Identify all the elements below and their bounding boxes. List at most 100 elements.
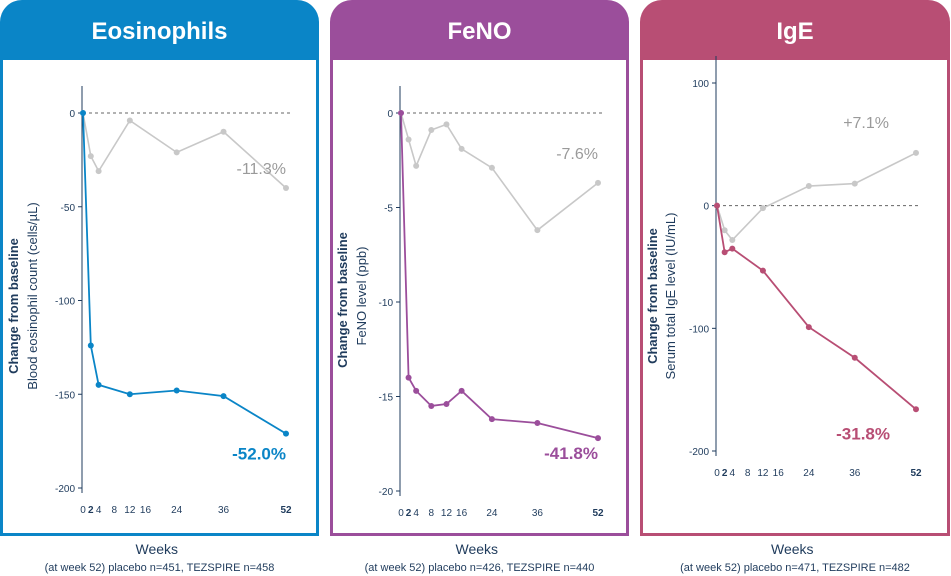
- data-point-tezspire: [805, 324, 812, 331]
- value-label-tezspire: -52.0%: [232, 445, 286, 464]
- y-tick-label: -200: [689, 447, 709, 458]
- data-point-tezspire: [458, 387, 465, 394]
- data-point-tezspire: [405, 374, 412, 381]
- data-point-tezspire: [913, 406, 919, 413]
- data-point-placebo: [595, 179, 601, 186]
- data-point-tezspire: [488, 416, 495, 423]
- data-point-placebo: [283, 185, 289, 191]
- data-point-placebo: [173, 149, 180, 156]
- data-point-tezspire: [173, 387, 180, 394]
- x-tick-label: 4: [413, 508, 419, 519]
- x-axis-title: Weeks: [455, 541, 499, 557]
- data-point-tezspire: [95, 381, 102, 388]
- x-tick-label: 4: [96, 505, 102, 516]
- x-tick-label: 36: [849, 468, 861, 479]
- data-point-tezspire: [413, 387, 420, 394]
- x-axis-title: Weeks: [135, 541, 179, 557]
- x-tick-label: 36: [532, 508, 544, 519]
- x-tick-label: 52: [592, 508, 604, 519]
- data-point-tezspire: [595, 435, 601, 442]
- x-tick-label: 12: [757, 468, 769, 479]
- data-point-tezspire: [721, 249, 728, 256]
- data-point-placebo: [405, 136, 412, 143]
- data-point-tezspire: [851, 354, 858, 361]
- x-tick-label: 8: [429, 508, 435, 519]
- x-tick-label: 52: [910, 468, 922, 479]
- y-axis-subtitle: FeNO level (ppb): [354, 247, 369, 346]
- panel-frame: [640, 60, 950, 536]
- panel-header: FeNO: [330, 0, 629, 64]
- y-tick-label: 0: [387, 109, 393, 120]
- x-tick-label: 2: [406, 508, 412, 519]
- data-point-tezspire: [759, 267, 766, 274]
- sample-size-footnote: (at week 52) placebo n=471, TEZSPIRE n=4…: [680, 562, 910, 574]
- y-tick-label: -100: [689, 324, 709, 335]
- panel-header: Eosinophils: [0, 0, 319, 64]
- x-tick-label: 52: [280, 505, 292, 516]
- data-point-tezspire: [220, 393, 227, 400]
- y-tick-label: -5: [384, 204, 393, 215]
- data-point-tezspire: [398, 110, 404, 116]
- x-tick-label: 0: [398, 508, 404, 519]
- x-tick-label: 8: [111, 505, 117, 516]
- x-tick-label: 24: [171, 505, 183, 516]
- data-point-tezspire: [126, 391, 133, 398]
- data-point-placebo: [443, 121, 450, 128]
- x-tick-label: 0: [80, 505, 86, 516]
- panel-title: IgE: [776, 18, 814, 45]
- y-tick-label: -50: [61, 203, 76, 214]
- x-tick-label: 2: [722, 468, 728, 479]
- data-point-placebo: [428, 127, 435, 134]
- y-axis-title: Change from baseline: [335, 232, 350, 368]
- y-tick-label: 0: [69, 109, 75, 120]
- sample-size-footnote: (at week 52) placebo n=426, TEZSPIRE n=4…: [364, 562, 595, 574]
- data-point-placebo: [126, 117, 133, 124]
- x-tick-label: 2: [88, 505, 94, 516]
- data-point-tezspire: [87, 342, 94, 349]
- data-point-placebo: [87, 153, 94, 160]
- x-tick-label: 12: [441, 508, 453, 519]
- data-point-placebo: [95, 168, 102, 175]
- x-tick-label: 4: [730, 468, 736, 479]
- data-point-placebo: [458, 145, 465, 152]
- data-point-placebo: [805, 183, 812, 190]
- series-line-placebo: [716, 152, 917, 242]
- data-point-placebo: [759, 205, 766, 212]
- x-tick-label: 24: [486, 508, 498, 519]
- x-tick-label: 12: [124, 505, 136, 516]
- y-tick-label: -100: [55, 297, 75, 308]
- data-point-tezspire: [283, 430, 289, 437]
- data-point-tezspire: [428, 402, 435, 409]
- value-label-placebo: -7.6%: [556, 146, 598, 163]
- panel-header: IgE: [640, 0, 950, 64]
- y-axis-title: Change from baseline: [6, 238, 21, 374]
- data-point-placebo: [220, 128, 227, 135]
- data-point-placebo: [488, 164, 495, 171]
- panel-title: FeNO: [447, 18, 512, 45]
- x-tick-label: 16: [456, 508, 468, 519]
- data-point-placebo: [729, 237, 736, 244]
- data-point-tezspire: [729, 245, 736, 252]
- y-tick-label: -200: [55, 484, 75, 495]
- value-label-tezspire: -31.8%: [836, 424, 890, 443]
- y-axis-subtitle: Serum total IgE level (IU/mL): [663, 213, 678, 380]
- y-tick-label: -20: [379, 487, 394, 498]
- data-point-placebo: [913, 149, 919, 156]
- y-axis-subtitle: Blood eosinophil count (cells/µL): [25, 202, 40, 389]
- data-point-tezspire: [534, 419, 541, 426]
- y-tick-label: -150: [55, 390, 75, 401]
- panel-title: Eosinophils: [91, 18, 228, 45]
- y-axis-title: Change from baseline: [645, 228, 660, 364]
- x-tick-label: 8: [745, 468, 751, 479]
- value-label-placebo: -11.3%: [236, 161, 286, 178]
- x-tick-label: 0: [714, 468, 720, 479]
- data-point-placebo: [851, 180, 858, 187]
- y-tick-label: 0: [703, 202, 709, 213]
- series-line-tezspire: [716, 205, 917, 410]
- data-point-placebo: [534, 227, 541, 234]
- x-axis-title: Weeks: [771, 541, 814, 557]
- value-label-placebo: +7.1%: [843, 115, 889, 132]
- value-label-tezspire: -41.8%: [544, 444, 598, 463]
